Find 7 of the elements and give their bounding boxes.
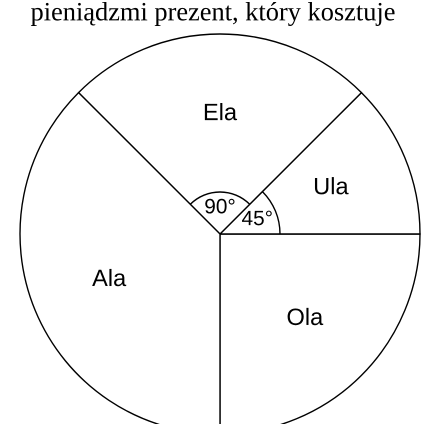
slice-label: Ola (288, 308, 324, 326)
slice-label: Ala (92, 268, 126, 286)
slice-label: Ela (204, 102, 238, 120)
text: 90° (205, 198, 235, 214)
slice-label: Ula (314, 177, 349, 194)
text: 45° (242, 210, 272, 226)
chart-title: pieniądzmi prezent, który kosztuje (30, 2, 395, 26)
